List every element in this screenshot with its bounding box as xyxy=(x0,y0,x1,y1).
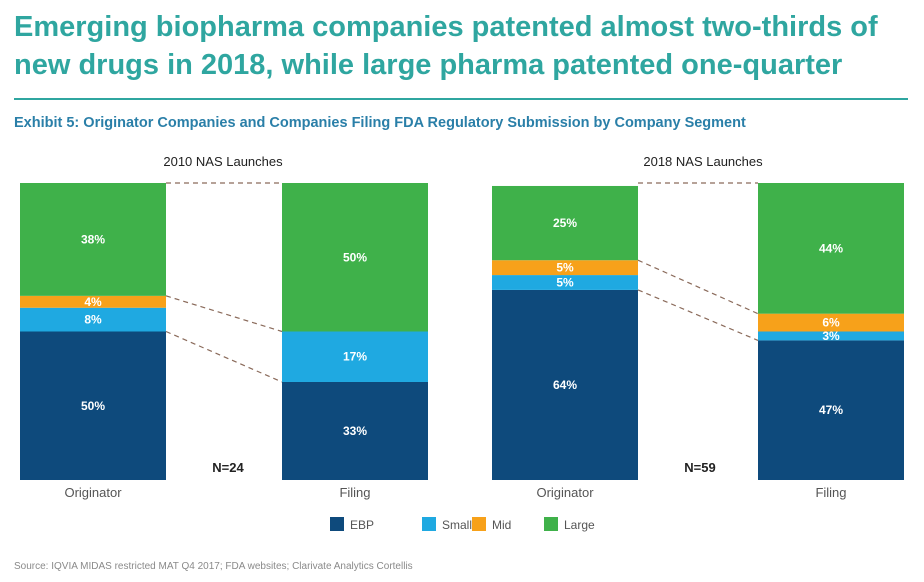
2010-nas-launches-filing-small-segment xyxy=(282,331,428,382)
2018-nas-launches-filing-mid-segment xyxy=(758,313,904,332)
source-note: Source: IQVIA MIDAS restricted MAT Q4 20… xyxy=(14,561,413,572)
2018-nas-launches-filing-small-segment xyxy=(758,331,904,341)
2018-nas-launches-originator-small-label: 5% xyxy=(556,275,574,289)
2010-nas-launches-originator-small-segment xyxy=(20,307,166,332)
2018-nas-launches-n-label: N=59 xyxy=(684,460,715,475)
2010-nas-launches-originator-axis-label: Originator xyxy=(64,485,122,500)
2018-nas-launches-filing-ebp-label: 47% xyxy=(819,403,843,417)
2010-nas-launches-connector-ebp xyxy=(165,330,283,383)
2010-nas-launches-originator-ebp-label: 50% xyxy=(81,399,105,413)
2010-nas-launches-originator-ebp-segment xyxy=(20,331,166,480)
2010-nas-launches-filing-axis-label: Filing xyxy=(339,485,370,500)
legend-swatch-large xyxy=(544,517,558,531)
2018-nas-launches-connector-ebp xyxy=(637,289,759,341)
2018-nas-launches-filing-ebp-segment xyxy=(758,340,904,480)
headline: Emerging biopharma companies patented al… xyxy=(14,11,878,81)
2010-nas-launches-title: 2010 NAS Launches xyxy=(163,154,283,169)
2018-nas-launches-originator-small-segment xyxy=(492,275,638,290)
2018-nas-launches-originator-large-segment xyxy=(492,185,638,261)
title-divider xyxy=(14,98,908,100)
2018-nas-launches-originator-large-label: 25% xyxy=(553,216,577,230)
legend-swatch-small xyxy=(422,517,436,531)
2018-nas-launches-filing-axis-label: Filing xyxy=(815,485,846,500)
2010-nas-launches-originator-large-segment xyxy=(20,183,166,296)
2018-nas-launches-title: 2018 NAS Launches xyxy=(643,154,763,169)
legend-swatch-ebp xyxy=(330,517,344,531)
2018-nas-launches-originator-axis-label: Originator xyxy=(536,485,594,500)
2010-nas-launches-filing-large-segment xyxy=(282,183,428,332)
2010-nas-launches-n-label: N=24 xyxy=(212,460,244,475)
legend-label-large: Large xyxy=(564,518,595,532)
2018-nas-launches-filing-large-segment xyxy=(758,183,904,314)
legend-swatch-mid xyxy=(472,517,486,531)
2018-nas-launches-originator-ebp-segment xyxy=(492,289,638,480)
2018-nas-launches-filing-mid-label: 6% xyxy=(822,316,840,330)
legend-label-small: Small xyxy=(442,518,472,532)
2018-nas-launches-originator-ebp-label: 64% xyxy=(553,378,577,392)
2010-nas-launches-originator-large-label: 38% xyxy=(81,232,105,246)
2010-nas-launches-filing-small-label: 17% xyxy=(343,350,367,364)
2010-nas-launches-filing-ebp-label: 33% xyxy=(343,424,367,438)
exhibit-title: Exhibit 5: Originator Companies and Comp… xyxy=(14,115,746,131)
2018-nas-launches-filing-large-label: 44% xyxy=(819,241,843,255)
2018-nas-launches-filing-small-label: 3% xyxy=(822,329,840,343)
2010-nas-launches-originator-mid-label: 4% xyxy=(84,295,102,309)
2010-nas-launches-filing-large-label: 50% xyxy=(343,250,367,264)
2010-nas-launches-originator-small-label: 8% xyxy=(84,313,102,327)
2010-nas-launches-originator-mid-segment xyxy=(20,295,166,308)
2018-nas-launches-originator-mid-segment xyxy=(492,260,638,276)
legend-label-mid: Mid xyxy=(492,518,511,532)
legend-label-ebp: EBP xyxy=(350,518,374,532)
stacked-bar-chart: 2010 NAS Launches 50% 8% 4% 38% Originator 33%… xyxy=(20,154,904,532)
2010-nas-launches-filing-ebp-segment xyxy=(282,381,428,480)
2010-nas-launches-connector-large xyxy=(165,295,283,333)
2018-nas-launches-originator-mid-label: 5% xyxy=(556,261,574,275)
2018-nas-launches-connector-large xyxy=(637,259,759,315)
